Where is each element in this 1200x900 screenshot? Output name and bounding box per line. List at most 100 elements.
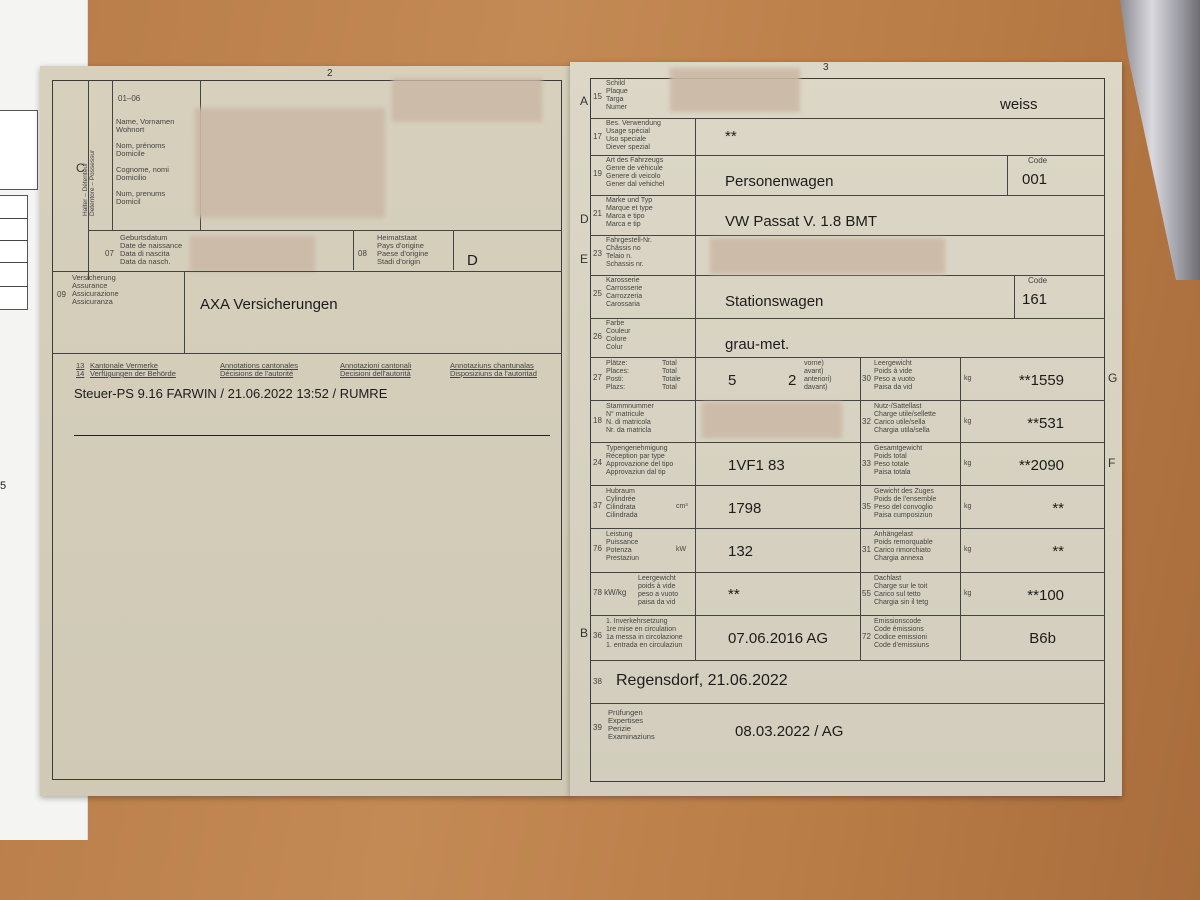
power-to-weight-labels: Leergewicht poids à vide peso a vuoto pa… xyxy=(638,575,679,606)
field-number: 13 14 xyxy=(76,361,85,378)
redacted-chassis-number xyxy=(710,238,945,274)
origin-labels: Heimatstaat Pays d'origine Paese d'origi… xyxy=(377,233,429,266)
front-seat-labels: vorne) avant) anteriori) davant) xyxy=(804,360,832,391)
make-model-value: VW Passat V. 1.8 BMT xyxy=(725,213,877,230)
side-letter: F xyxy=(1108,456,1116,470)
field-number: 15 xyxy=(593,92,602,101)
field-number: 27 xyxy=(593,373,602,382)
empty-weight-labels: Leergewicht Poids à vide Peso a vuoto Pa… xyxy=(874,360,915,391)
field-number: 32 xyxy=(862,417,871,426)
payload-labels: Nutz-/Sattellast Charge utile/sellette C… xyxy=(874,403,936,434)
code-label: Code xyxy=(1028,276,1048,285)
signature-line xyxy=(74,435,550,436)
seats-labels: Plätze: Places: Posti: Plazs: xyxy=(606,360,629,391)
payload-value: **531 xyxy=(1027,415,1064,432)
field-number: 33 xyxy=(862,459,871,468)
redacted-holder-name xyxy=(195,108,385,218)
color-labels: Farbe Couleur Colore Colur xyxy=(606,320,631,351)
page-frame xyxy=(52,80,562,780)
type-approval-value: 1VF1 83 xyxy=(728,457,785,474)
body-type-labels: Karosserie Carrosserie Carrozzeria Caros… xyxy=(606,277,643,308)
master-number-labels: Stammnummer N° matricule N. di matricola… xyxy=(606,403,654,434)
metal-object xyxy=(1120,0,1200,280)
birthdate-labels: Geburtsdatum Date de naissance Data di n… xyxy=(120,233,183,266)
unit-label: kW xyxy=(676,546,687,553)
field-number: 31 xyxy=(862,545,871,554)
layout-line xyxy=(1014,275,1015,318)
layout-line xyxy=(184,271,185,353)
layout-line xyxy=(860,357,861,660)
layout-line xyxy=(88,230,562,231)
side-letter: A xyxy=(580,94,589,108)
layout-line xyxy=(590,275,1105,276)
layout-line xyxy=(1007,155,1008,195)
unit-label: kg xyxy=(964,503,972,510)
side-letter: D xyxy=(580,212,589,226)
field-number: 07 xyxy=(105,249,114,258)
layout-line xyxy=(590,485,1105,486)
first-registration-labels: 1. Inverkehrsetzung 1re mise en circulat… xyxy=(606,618,683,649)
train-weight-labels: Gewicht des Zuges Poids de l'ensemble Pe… xyxy=(874,488,937,519)
field-number: 55 xyxy=(862,589,871,598)
field-number: 37 xyxy=(593,501,602,510)
power-to-weight-value: ** xyxy=(728,586,740,603)
special-use-value: ** xyxy=(725,128,737,145)
insurance-labels: Versicherung Assurance Assicurazione Ass… xyxy=(72,273,119,306)
inspections-labels: Prüfungen Expertises Perizie Examinaziun… xyxy=(608,708,655,741)
layout-line xyxy=(0,218,28,219)
form-box xyxy=(0,110,38,190)
holder-name-labels: Name, Vornamen Wohnort Nom, prénoms Domi… xyxy=(116,117,175,206)
layout-line xyxy=(960,357,961,660)
front-seats-value: 2 xyxy=(788,372,797,389)
section-letter: C xyxy=(76,161,85,175)
layout-line xyxy=(590,442,1105,443)
power-value: 132 xyxy=(728,543,754,560)
displacement-labels: Hubraum Cylindrée Cilindrata Cilindrada xyxy=(606,488,638,519)
field-number: 38 xyxy=(593,677,602,686)
field-number: 09 xyxy=(57,290,66,299)
code-label: Code xyxy=(1028,156,1048,165)
field-number: 08 xyxy=(358,249,367,258)
side-letter: G xyxy=(1108,371,1118,385)
annotations-label-rm: Annotaziuns chantunalas Disposiziuns da … xyxy=(450,361,537,378)
layout-line xyxy=(0,262,28,263)
vehicle-type-value: Personenwagen xyxy=(725,173,834,190)
layout-line xyxy=(0,240,28,241)
total-weight-labels: Gesamtgewicht Poids total Peso totale Pa… xyxy=(874,445,923,476)
layout-line xyxy=(88,80,89,280)
layout-line xyxy=(590,400,1105,401)
inspections-value: 08.03.2022 / AG xyxy=(735,723,844,740)
make-model-labels: Marke und Typ Marque et type Marca e tip… xyxy=(606,197,653,228)
layout-line xyxy=(590,615,1105,616)
field-number: 17 xyxy=(593,132,602,141)
field-number: 21 xyxy=(593,209,602,218)
field-number: 19 xyxy=(593,169,602,178)
layout-line xyxy=(590,357,1105,358)
emission-code-labels: Emissionscode Code émissions Codice emis… xyxy=(874,618,930,649)
roof-load-value: **100 xyxy=(1027,587,1064,604)
field-number: 36 xyxy=(593,631,602,640)
field-number: 01–06 xyxy=(118,94,141,103)
redacted-area xyxy=(392,78,542,122)
form-box xyxy=(0,195,28,310)
place-date-value: Regensdorf, 21.06.2022 xyxy=(616,672,788,689)
layout-line xyxy=(0,286,28,287)
special-use-labels: Bes. Verwendung Usage spécial Uso specia… xyxy=(606,120,661,151)
train-weight-value: ** xyxy=(1052,500,1064,517)
seats-value: 5 xyxy=(728,372,737,389)
trailer-load-value: ** xyxy=(1052,543,1064,560)
layout-line xyxy=(52,353,562,354)
layout-line xyxy=(590,235,1105,236)
displacement-value: 1798 xyxy=(728,500,762,517)
chassis-number-labels: Fahrgestell-Nr. Châssis no Telaio n. Sch… xyxy=(606,237,652,268)
margin-number: 5 xyxy=(0,480,7,492)
page-number: 3 xyxy=(823,62,829,73)
field-number: 78 kW/kg xyxy=(593,588,627,597)
emission-code-value: B6b xyxy=(1029,630,1056,647)
field-number: 24 xyxy=(593,458,602,467)
layout-line xyxy=(353,230,354,270)
layout-line xyxy=(112,80,113,230)
plate-color-value: weiss xyxy=(1000,96,1038,113)
annotations-value: Steuer-PS 9.16 FARWIN / 21.06.2022 13:52… xyxy=(74,386,388,401)
annotations-label-it: Annotazioni cantonali Decisioni dell'aut… xyxy=(340,361,412,378)
